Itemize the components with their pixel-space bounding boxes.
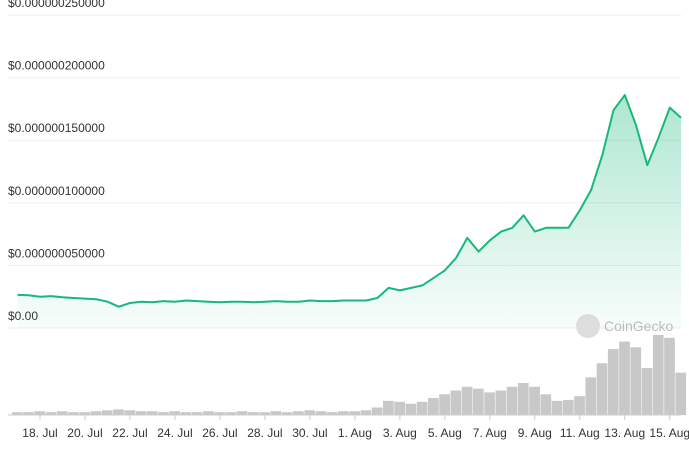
volume-bar bbox=[472, 388, 484, 415]
volume-bar bbox=[405, 403, 417, 415]
volume-bar bbox=[293, 411, 304, 415]
volume-bar bbox=[259, 412, 271, 415]
x-tick-label: 30. Jul bbox=[292, 426, 327, 440]
volume-bar bbox=[394, 401, 405, 415]
volume-bar bbox=[630, 347, 642, 415]
volume-bar bbox=[529, 386, 540, 415]
volume-bar bbox=[11, 412, 23, 415]
volume-bar bbox=[652, 335, 664, 415]
volume-bar bbox=[124, 410, 136, 415]
y-tick-label: $0.000000200000 bbox=[8, 59, 105, 73]
volume-bar bbox=[641, 367, 653, 415]
volume-bar bbox=[596, 363, 608, 415]
watermark-logo bbox=[576, 314, 600, 338]
y-tick-label: $0.000000250000 bbox=[8, 0, 105, 10]
volume-bar bbox=[315, 411, 327, 415]
x-tick-label: 1. Aug bbox=[338, 426, 372, 440]
area bbox=[17, 95, 681, 328]
volume-bar bbox=[236, 411, 248, 415]
volume-bar bbox=[203, 411, 214, 415]
volume-bar bbox=[191, 412, 203, 415]
x-tick-label: 24. Jul bbox=[157, 426, 192, 440]
volume-bar bbox=[326, 412, 338, 415]
volume-bar bbox=[101, 410, 113, 415]
volume-bar bbox=[574, 396, 585, 415]
volume-bar bbox=[619, 341, 630, 415]
volume-bar bbox=[551, 400, 563, 415]
plot: $0.00$0.000000050000$0.000000100000$0.00… bbox=[8, 0, 689, 440]
x-tick-label: 28. Jul bbox=[247, 426, 282, 440]
x-tick-label: 11. Aug bbox=[560, 426, 600, 440]
volume-bar bbox=[439, 394, 450, 415]
volume-bar bbox=[270, 411, 282, 415]
volume-bar bbox=[79, 412, 91, 415]
x-tick-label: 15. Aug bbox=[649, 426, 689, 440]
volume-bar bbox=[450, 390, 462, 415]
volume-bar bbox=[214, 412, 226, 415]
volume-bar bbox=[495, 390, 507, 415]
volume-bar bbox=[338, 411, 349, 415]
volume-bar bbox=[540, 394, 552, 415]
volume-bar bbox=[506, 386, 518, 415]
watermark: CoinGecko bbox=[604, 318, 673, 334]
volume-bar bbox=[56, 411, 68, 415]
volume-bar bbox=[585, 377, 597, 415]
volume-bar bbox=[180, 412, 192, 415]
x-tick-label: 5. Aug bbox=[428, 426, 462, 440]
x-tick-label: 22. Jul bbox=[112, 426, 147, 440]
x-tick-label: 20. Jul bbox=[67, 426, 102, 440]
volume-bar bbox=[45, 412, 57, 415]
volume-bar bbox=[34, 411, 46, 415]
x-tick-label: 3. Aug bbox=[383, 426, 417, 440]
volume-bar bbox=[517, 383, 529, 415]
y-tick-label: $0.000000100000 bbox=[8, 184, 105, 198]
volume-bar bbox=[416, 401, 428, 415]
x-tick-label: 26. Jul bbox=[202, 426, 237, 440]
volume-bar bbox=[23, 412, 34, 415]
volume-bar bbox=[248, 412, 259, 415]
volume-bar bbox=[484, 392, 495, 415]
volume-bar bbox=[68, 412, 79, 415]
y-tick-label: $0.000000050000 bbox=[8, 246, 105, 260]
x-tick-label: 9. Aug bbox=[518, 426, 552, 440]
volume-bar bbox=[146, 411, 158, 415]
volume-bar bbox=[427, 398, 439, 415]
volume-bar bbox=[360, 410, 372, 415]
x-tick-label: 13. Aug bbox=[604, 426, 645, 440]
volume-bar bbox=[349, 411, 360, 415]
volume-bar bbox=[383, 400, 394, 415]
volume-bar bbox=[135, 411, 147, 415]
price-line bbox=[17, 94, 682, 308]
volume-bar bbox=[304, 410, 315, 415]
volume-bar bbox=[371, 407, 383, 415]
volume-bar bbox=[158, 412, 169, 415]
volume-bar bbox=[169, 411, 181, 415]
volume-bar bbox=[562, 399, 574, 415]
volume-bar bbox=[461, 386, 473, 415]
volume-bar bbox=[664, 337, 675, 415]
volume-bar bbox=[607, 349, 619, 415]
y-tick-label: $0.000000150000 bbox=[8, 121, 105, 135]
volume-bar bbox=[675, 372, 687, 415]
x-tick-label: 18. Jul bbox=[22, 426, 57, 440]
volume-bar bbox=[113, 409, 124, 415]
volume-bar bbox=[90, 411, 102, 415]
volume-bar bbox=[281, 412, 293, 415]
volume-bar bbox=[225, 412, 237, 415]
x-tick-label: 7. Aug bbox=[473, 426, 507, 440]
